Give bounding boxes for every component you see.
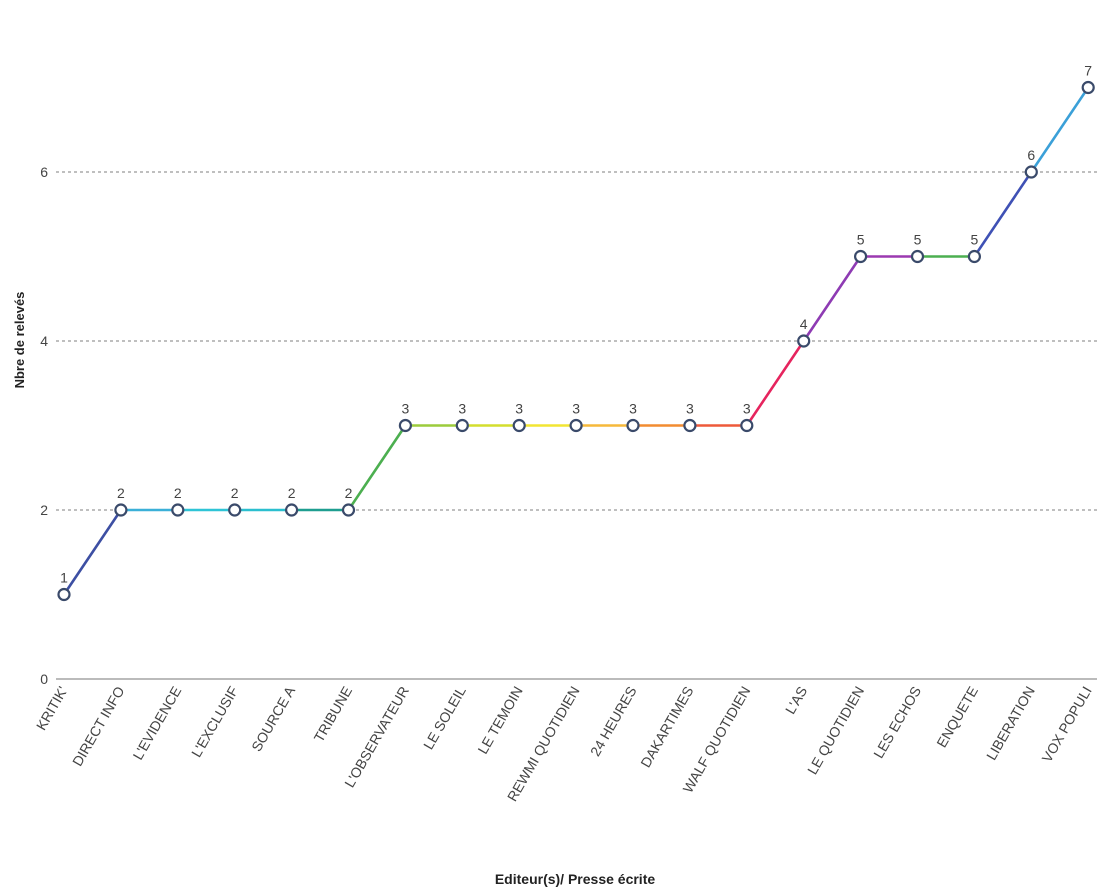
x-tick-16: LES ECHOS	[870, 684, 924, 761]
x-tick-5: SOURCE A	[248, 683, 298, 754]
data-labels: 1 2 2 2 2 2 3 3 3 3 3 3 3 4 5 5 5 6 7	[60, 63, 1092, 586]
line-segment-17	[973, 170, 1033, 258]
data-label-18: 6	[1027, 147, 1035, 163]
data-label-4: 2	[231, 485, 239, 501]
data-label-9: 3	[515, 401, 523, 417]
x-tick-7: L'OBSERVATEUR	[341, 684, 412, 791]
data-label-11: 3	[629, 401, 637, 417]
data-label-14: 4	[800, 316, 808, 332]
y-tick-labels: 0 2 4 6	[40, 164, 48, 687]
data-label-5: 2	[288, 485, 296, 501]
y-tick-0: 0	[40, 671, 48, 687]
line-segment-13	[745, 339, 806, 427]
y-axis-label: Nbre de relevés	[12, 292, 27, 389]
data-point-14	[797, 334, 811, 348]
data-point-2	[114, 503, 128, 517]
line-segment-14	[802, 255, 862, 343]
data-point-8	[455, 418, 469, 433]
data-label-6: 2	[345, 485, 353, 501]
data-point-3	[171, 503, 185, 517]
x-tick-12: DAKARTIMES	[637, 684, 696, 771]
data-point-18	[1024, 165, 1038, 179]
data-label-1: 1	[60, 570, 68, 586]
data-label-12: 3	[686, 401, 694, 417]
data-point-7	[398, 418, 412, 433]
data-label-3: 2	[174, 485, 182, 501]
x-tick-6: TRIBUNE	[311, 684, 356, 745]
x-tick-11: 24 HEURES	[587, 684, 640, 759]
x-tick-3: L'EVIDENCE	[130, 684, 185, 763]
data-point-16	[910, 249, 925, 264]
data-point-5	[285, 503, 299, 517]
data-label-7: 3	[402, 401, 410, 417]
data-label-8: 3	[458, 401, 466, 417]
x-tick-4: L'EXCLUSIF	[188, 684, 241, 760]
y-tick-2: 2	[40, 502, 48, 518]
x-tick-18: LIBERATION	[983, 684, 1038, 763]
data-point-9	[512, 418, 526, 433]
y-tick-4: 4	[40, 333, 48, 349]
data-label-15: 5	[857, 232, 865, 248]
line-segment-6	[347, 424, 407, 512]
x-tick-19: VOX POPULI	[1039, 684, 1095, 765]
data-label-2: 2	[117, 485, 125, 501]
x-tick-labels: KRITIK'DIRECT INFO L'EVIDENCE L'EXCLUSIF SO…	[33, 683, 1095, 804]
line-segment-1	[62, 508, 123, 596]
x-tick-8: LE SOLEIL	[420, 683, 469, 752]
data-label-17: 5	[971, 232, 979, 248]
data-point-6	[341, 503, 356, 517]
data-point-10	[569, 418, 583, 433]
data-points	[57, 80, 1095, 602]
data-point-17	[967, 249, 982, 264]
y-tick-6: 6	[40, 164, 48, 180]
series-line	[62, 86, 1090, 596]
data-point-15	[853, 249, 868, 264]
data-point-1	[57, 587, 71, 602]
x-tick-9: LE TEMOIN	[474, 684, 525, 757]
x-tick-2: DIRECT INFO	[69, 683, 128, 768]
x-tick-17: ENQUETE	[933, 684, 981, 751]
x-tick-14: L'AS	[782, 684, 810, 717]
data-point-11	[626, 418, 640, 433]
data-point-4	[228, 503, 242, 517]
x-tick-15: LE QUOTIDIEN	[804, 684, 867, 778]
x-tick-1: KRITIK'	[33, 684, 71, 733]
data-point-13	[740, 418, 754, 433]
x-axis-label: Editeur(s)/ Presse écrite	[495, 871, 656, 887]
gridlines	[56, 171, 1097, 511]
line-segment-18	[1030, 86, 1090, 174]
data-label-13: 3	[743, 401, 751, 417]
data-label-16: 5	[914, 232, 922, 248]
data-label-19: 7	[1084, 63, 1092, 79]
data-label-10: 3	[572, 401, 580, 417]
data-point-12	[683, 418, 697, 433]
data-point-19	[1081, 80, 1095, 95]
